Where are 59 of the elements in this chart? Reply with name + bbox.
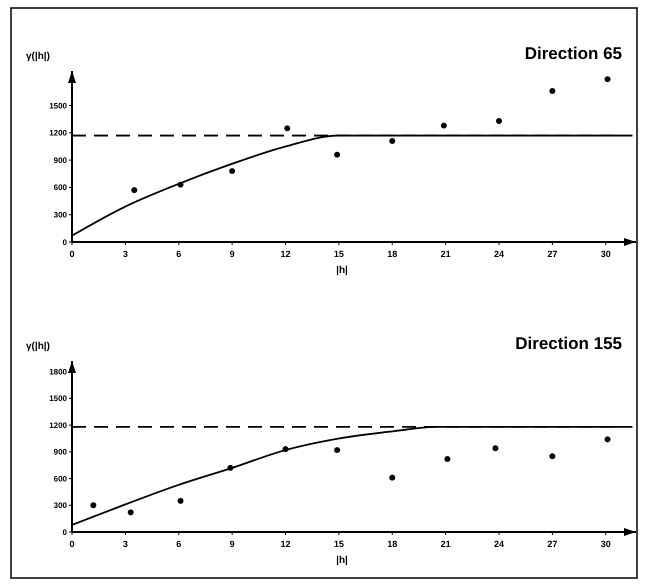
point: [90, 502, 96, 508]
y-tick-label: 1500: [49, 101, 68, 110]
y-tick-label: 1500: [49, 394, 68, 404]
x-axis-title: |h|: [336, 265, 348, 276]
y-tick-label: 600: [54, 183, 68, 192]
y-tick-label: 0: [62, 238, 68, 247]
chart-title: Direction 155: [515, 334, 622, 353]
y-axis-title: γ(|h|): [26, 341, 50, 352]
point: [389, 138, 396, 144]
x-tick-label: 15: [334, 539, 344, 549]
x-tick-label: 0: [69, 249, 75, 259]
point: [444, 456, 450, 462]
x-tick-label: 24: [494, 539, 504, 549]
x-tick-label: 9: [230, 539, 235, 549]
point: [549, 88, 556, 94]
x-tick-label: 21: [440, 249, 451, 259]
x-tick-label: 30: [600, 539, 611, 549]
x-tick-label: 3: [122, 539, 128, 549]
point: [440, 122, 447, 129]
y-tick-label: 300: [54, 501, 68, 510]
x-tick-label: 18: [387, 539, 398, 549]
x-tick-label: 6: [176, 539, 182, 549]
chart-title: Direction 65: [524, 44, 622, 63]
y-tick-label: 1200: [49, 128, 68, 138]
point: [496, 118, 502, 124]
y-tick-label: 1800: [49, 367, 68, 376]
point: [128, 509, 134, 516]
x-tick-label: 9: [230, 249, 235, 259]
point: [492, 445, 498, 452]
x-axis-title: |h|: [336, 555, 348, 566]
x-tick-label: 12: [280, 249, 291, 259]
x-tick-label: 27: [547, 249, 558, 259]
y-axis-title: γ(|h|): [26, 51, 50, 62]
x-tick-label: 21: [440, 539, 451, 549]
x-tick-label: 0: [69, 539, 75, 549]
point: [334, 447, 340, 454]
y-tick-label: 900: [54, 448, 68, 457]
point: [178, 498, 184, 504]
x-tick-label: 6: [176, 249, 182, 259]
x-tick-label: 18: [387, 249, 398, 259]
point: [604, 76, 611, 82]
x-tick-label: 12: [280, 539, 291, 549]
point: [229, 168, 236, 174]
x-tick-label: 27: [547, 539, 558, 549]
x-tick-label: 15: [334, 249, 344, 259]
point: [389, 474, 396, 481]
point: [549, 453, 556, 460]
point: [334, 152, 340, 158]
y-tick-label: 0: [62, 528, 68, 537]
x-tick-label: 3: [122, 249, 128, 259]
point: [284, 125, 290, 132]
x-tick-label: 24: [494, 249, 504, 259]
y-tick-label: 300: [54, 210, 68, 220]
x-tick-label: 30: [600, 249, 611, 259]
y-tick-label: 1200: [49, 420, 68, 430]
y-tick-label: 600: [54, 474, 68, 484]
point: [131, 187, 138, 194]
y-tick-label: 900: [54, 156, 68, 165]
point: [604, 436, 611, 442]
